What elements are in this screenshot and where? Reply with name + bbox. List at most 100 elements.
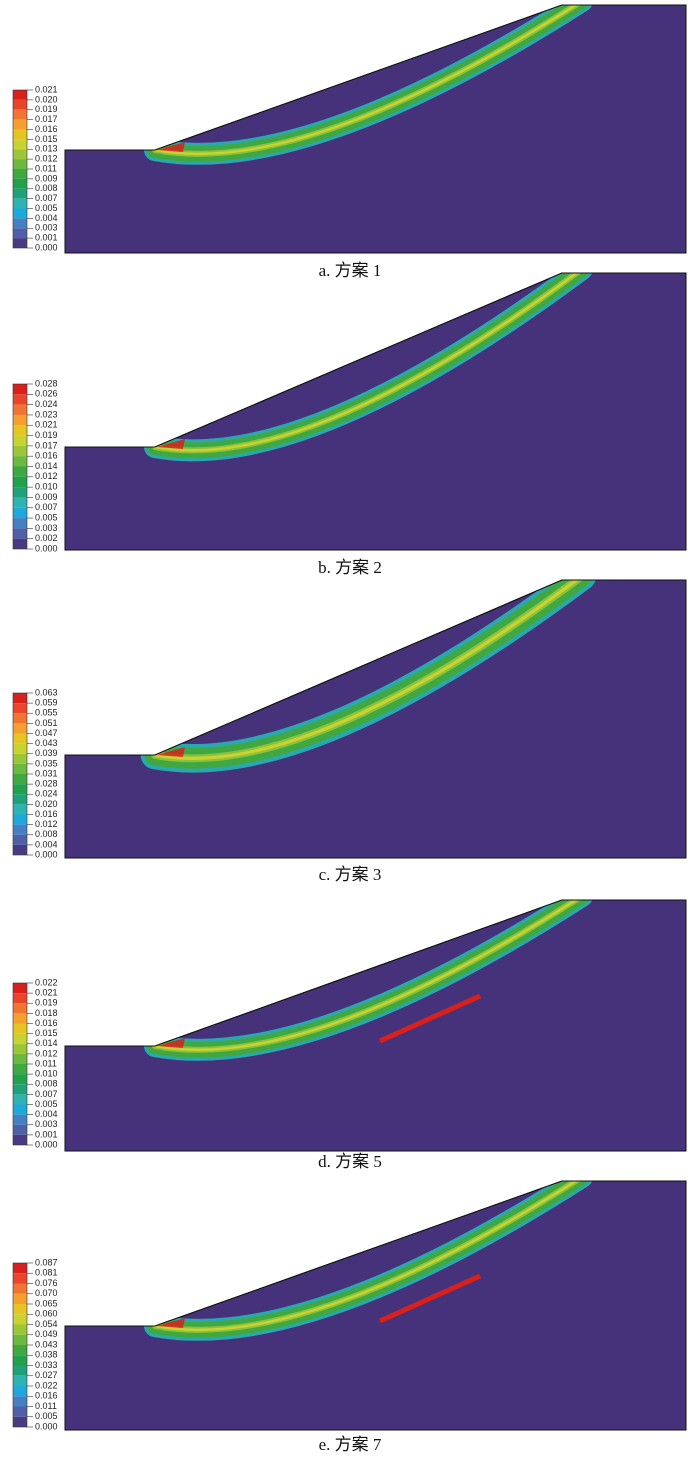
legend-swatch xyxy=(13,844,27,855)
legend-label: 0.017 xyxy=(35,440,58,450)
slope-body xyxy=(64,4,687,254)
legend-label: 0.016 xyxy=(35,1391,58,1401)
legend-swatch xyxy=(13,394,27,405)
legend-swatch xyxy=(13,1314,27,1325)
legend-swatch xyxy=(13,1043,27,1054)
legend-swatch xyxy=(13,1273,27,1284)
legend-swatch xyxy=(13,149,27,160)
legend-label: 0.001 xyxy=(35,1129,58,1139)
legend-label: 0.028 xyxy=(35,378,58,388)
panel: 0.0630.0590.0550.0510.0470.0430.0390.035… xyxy=(12,579,687,884)
slip-layer xyxy=(153,273,584,452)
slip-layer xyxy=(153,5,584,156)
legend-swatch xyxy=(13,1064,27,1075)
legend-label: 0.000 xyxy=(35,1421,58,1431)
slip-band xyxy=(144,900,593,1061)
legend-label: 0.005 xyxy=(35,1411,58,1421)
legend-swatch xyxy=(13,425,27,436)
legend-label: 0.001 xyxy=(35,233,58,243)
legend-swatch xyxy=(13,208,27,219)
legend-label: 0.015 xyxy=(35,1028,58,1038)
legend-swatch xyxy=(13,1074,27,1085)
legend-label: 0.038 xyxy=(35,1350,58,1360)
legend-label: 0.019 xyxy=(35,998,58,1008)
legend-label: 0.012 xyxy=(35,471,58,481)
legend-label: 0.005 xyxy=(35,512,58,522)
slope-body xyxy=(64,1180,687,1431)
legend-label: 0.021 xyxy=(35,988,58,998)
legend-label: 0.022 xyxy=(35,1380,58,1390)
legend-swatch xyxy=(13,1386,27,1397)
legend-swatch xyxy=(13,129,27,140)
toe-tip xyxy=(157,439,185,449)
legend-label: 0.011 xyxy=(35,1401,57,1411)
legend-swatch xyxy=(13,476,27,488)
slip-layer xyxy=(153,900,584,1052)
slope-outline xyxy=(64,579,687,859)
toe-tip xyxy=(157,1318,185,1328)
legend-swatch xyxy=(13,1406,27,1417)
slip-layer xyxy=(153,580,584,760)
legend-label: 0.012 xyxy=(35,154,58,164)
legend-label: 0.051 xyxy=(35,718,58,728)
legend-swatch xyxy=(13,487,27,498)
legend-label: 0.010 xyxy=(35,1069,58,1079)
legend-label: 0.002 xyxy=(35,533,58,543)
legend-label: 0.020 xyxy=(35,799,58,809)
legend-label: 0.039 xyxy=(35,748,58,758)
legend-swatch xyxy=(13,384,27,395)
legend-swatch xyxy=(13,466,27,477)
legend-swatch xyxy=(13,1416,27,1427)
legend-swatch xyxy=(13,139,27,150)
toe-tip xyxy=(157,142,185,152)
legend-swatch xyxy=(13,824,27,835)
legend-label: 0.031 xyxy=(35,768,58,778)
legend-swatch xyxy=(13,159,27,169)
legend-swatch xyxy=(13,404,27,415)
legend-swatch xyxy=(13,753,27,764)
legend-swatch xyxy=(13,188,27,199)
panel: 0.0210.0200.0190.0170.0160.0150.0130.012… xyxy=(12,4,687,280)
legend-label: 0.043 xyxy=(35,738,58,748)
caption: a. 方案 1 xyxy=(319,261,382,280)
legend-swatch xyxy=(13,1023,27,1034)
slip-band xyxy=(144,1181,593,1341)
legend-swatch xyxy=(13,784,27,795)
legend-swatch xyxy=(13,90,27,100)
shear-zone xyxy=(378,993,482,1044)
legend-swatch xyxy=(13,1013,27,1024)
legend-swatch xyxy=(13,109,27,120)
legend-label: 0.019 xyxy=(35,104,58,114)
legend-label: 0.003 xyxy=(35,523,58,533)
legend-swatch xyxy=(13,1134,27,1145)
legend-label: 0.003 xyxy=(35,223,58,233)
legend-label: 0.014 xyxy=(35,461,58,471)
legend-label: 0.009 xyxy=(35,173,58,183)
legend-swatch xyxy=(13,1324,27,1335)
legend-swatch xyxy=(13,1033,27,1044)
legend-swatch xyxy=(13,99,27,110)
legend-swatch xyxy=(13,1084,27,1095)
legend-label: 0.018 xyxy=(35,1008,58,1018)
legend-label: 0.007 xyxy=(35,502,58,512)
panel: 0.0280.0260.0240.0230.0210.0190.0170.016… xyxy=(12,272,687,577)
legend-swatch xyxy=(13,774,27,785)
legend-swatch xyxy=(13,178,27,189)
legend-swatch xyxy=(13,1094,27,1105)
legend-swatch xyxy=(13,1293,27,1304)
slope-body xyxy=(64,272,687,551)
caption: d. 方案 5 xyxy=(318,1152,382,1171)
legend-label: 0.035 xyxy=(35,758,58,768)
legend-swatch xyxy=(13,1304,27,1315)
legend-swatch xyxy=(13,993,27,1004)
legend-swatch xyxy=(13,733,27,744)
legend-swatch xyxy=(13,1375,27,1386)
legend-label: 0.033 xyxy=(35,1360,58,1370)
shear-zone xyxy=(378,1273,482,1324)
slope-body xyxy=(64,899,687,1152)
legend-label: 0.009 xyxy=(35,492,58,502)
legend-swatch xyxy=(13,703,27,714)
legend-label: 0.004 xyxy=(35,213,58,223)
legend-swatch xyxy=(13,497,27,508)
